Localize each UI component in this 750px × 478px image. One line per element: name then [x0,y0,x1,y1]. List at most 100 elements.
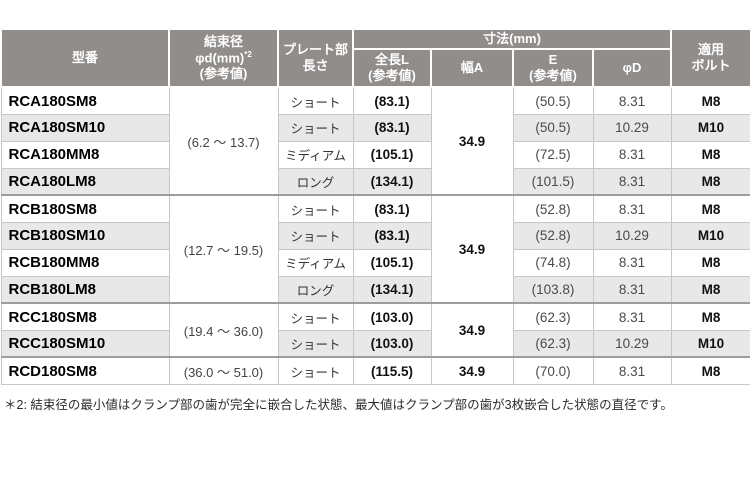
phi-d-cell: 10.29 [592,329,672,358]
table-row: RCB180LM8 ロング (134.1) (103.8) 8.31 M8 [0,275,750,304]
col-header-phi-d: φD [591,48,673,89]
e-dim-cell: (52.8) [512,194,594,223]
phi-d-cell: 10.29 [592,113,672,142]
diameter-range-cell: (19.4 ～ 36.0) [168,302,279,358]
diameter-header-line1: 結束径 [203,33,243,49]
header-row-1: 型番 結束径 φd(mm)*2 (参考値) プレート部 長さ 寸法(mm) 適用… [0,27,750,89]
table-row: RCA180SM8 (6.2 ～ 13.7) ショート (83.1) 34.9 … [0,86,750,196]
model-cell: RCA180MM8 [0,140,170,169]
e-dim-cell: (103.8) [512,275,594,304]
bolt-cell: M10 [670,113,750,142]
col-header-model: 型番 [0,27,170,89]
plate-length-cell: ショート [277,86,354,115]
col-header-width-a: 幅A [430,48,514,89]
table-row: RCB180MM8 ミディアム (105.1) (74.8) 8.31 M8 [0,248,750,277]
e-dim-cell: (101.5) [512,167,594,196]
table-row: RCD180SM8 (36.0 ～ 51.0) ショート (115.5) 34.… [0,356,750,385]
model-cell: RCB180LM8 [0,275,170,304]
table-row: RCC180SM8 (19.4 ～ 36.0) ショート (103.0) 34.… [0,302,750,358]
bolt-cell: M10 [670,221,750,250]
bolt-cell: M8 [670,194,750,223]
e-dim-cell: (50.5) [512,113,594,142]
col-header-e: E (参考値) [512,48,594,89]
phi-d-cell: 8.31 [592,302,672,331]
spec-table: 型番 結束径 φd(mm)*2 (参考値) プレート部 長さ 寸法(mm) 適用… [0,27,750,385]
diameter-range-cell: (36.0 ～ 51.0) [168,356,279,385]
plate-length-cell: ショート [277,194,354,223]
footnote: ＊2: 結束径の最小値はクランプ部の歯が完全に嵌合した状態、最大値はクランプ部の… [4,397,673,412]
overall-length-cell: (103.0) [352,329,432,358]
bolt-cell: M8 [670,356,750,385]
phi-d-cell: 8.31 [592,275,672,304]
width-a-cell: 34.9 [430,302,514,358]
plate-length-cell: ショート [277,221,354,250]
bolt-cell: M8 [670,86,750,115]
overall-length-cell: (83.1) [352,194,432,223]
model-cell: RCC180SM10 [0,329,170,358]
model-cell: RCA180SM10 [0,113,170,142]
e-dim-cell: (74.8) [512,248,594,277]
diameter-range-cell: (6.2 ～ 13.7) [168,86,279,196]
overall-length-cell: (134.1) [352,275,432,304]
bolt-cell: M8 [670,167,750,196]
diameter-header-line2: φd(mm)*2 [195,49,252,66]
phi-d-cell: 10.29 [592,221,672,250]
e-dim-cell: (70.0) [512,356,594,385]
plate-length-cell: ロング [277,167,354,196]
e-dim-cell: (62.3) [512,329,594,358]
table-row: RCA180SM10 ショート (83.1) (50.5) 10.29 M10 [0,113,750,142]
model-cell: RCB180SM10 [0,221,170,250]
bolt-cell: M10 [670,329,750,358]
phi-d-cell: 8.31 [592,248,672,277]
overall-length-cell: (103.0) [352,302,432,331]
plate-length-cell: ショート [277,329,354,358]
model-cell: RCC180SM8 [0,302,170,331]
phi-d-cell: 8.31 [592,194,672,223]
col-header-dimensions-group: 寸法(mm) [351,27,673,51]
e-dim-cell: (62.3) [512,302,594,331]
phi-d-cell: 8.31 [592,356,672,385]
plate-length-cell: ロング [277,275,354,304]
diameter-header-line3: (参考値) [199,66,248,82]
phi-d-cell: 8.31 [592,140,672,169]
overall-length-cell: (83.1) [352,113,432,142]
overall-length-cell: (105.1) [352,140,432,169]
col-header-diameter: 結束径 φd(mm)*2 (参考値) [168,27,279,89]
table-row: RCA180MM8 ミディアム (105.1) (72.5) 8.31 M8 [0,140,750,169]
e-dim-cell: (50.5) [512,86,594,115]
model-cell: RCA180LM8 [0,167,170,196]
header-row-2: 全長L (参考値) 幅A E (参考値) φD [1,48,750,89]
bolt-cell: M8 [670,248,750,277]
bolt-cell: M8 [670,302,750,331]
table-row: RCC180SM10 ショート (103.0) (62.3) 10.29 M10 [0,329,750,358]
diameter-range-cell: (12.7 ～ 19.5) [168,194,279,304]
width-a-cell: 34.9 [430,86,514,196]
overall-length-cell: (134.1) [352,167,432,196]
plate-length-cell: ショート [277,302,354,331]
col-header-bolt: 適用 ボルト [670,27,750,89]
col-header-plate-length: プレート部 長さ [277,27,354,89]
phi-d-cell: 8.31 [592,167,672,196]
table-row: RCB180SM10 ショート (83.1) (52.8) 10.29 M10 [0,221,750,250]
table-row: RCB180SM8 (12.7 ～ 19.5) ショート (83.1) 34.9… [0,194,750,304]
model-cell: RCB180MM8 [0,248,170,277]
model-cell: RCB180SM8 [0,194,170,223]
plate-length-cell: ミディアム [277,140,354,169]
col-header-overall-length: 全長L (参考値) [352,48,432,89]
table-row: RCA180LM8 ロング (134.1) (101.5) 8.31 M8 [0,167,750,196]
phi-d-cell: 8.31 [592,86,672,115]
e-dim-cell: (52.8) [512,221,594,250]
overall-length-cell: (105.1) [352,248,432,277]
bolt-cell: M8 [670,140,750,169]
overall-length-cell: (115.5) [352,356,432,385]
width-a-cell: 34.9 [430,194,514,304]
model-cell: RCA180SM8 [0,86,170,115]
plate-length-cell: ミディアム [277,248,354,277]
bolt-cell: M8 [670,275,750,304]
plate-length-cell: ショート [277,113,354,142]
overall-length-cell: (83.1) [352,86,432,115]
footnote-ref-mark: *2 [244,49,252,59]
width-a-cell: 34.9 [430,356,514,385]
e-dim-cell: (72.5) [512,140,594,169]
model-cell: RCD180SM8 [0,356,170,385]
